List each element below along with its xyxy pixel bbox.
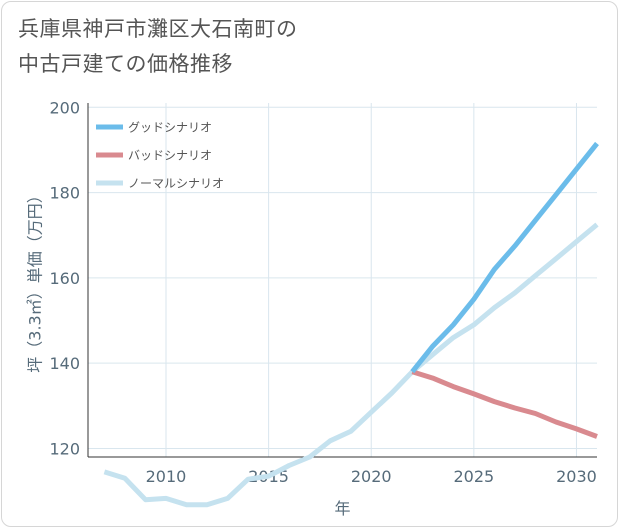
y-tick-label: 120 [49,439,80,458]
plot-area [103,141,599,508]
x-axis-title: 年 [334,499,350,518]
x-tick-label: 2020 [351,467,392,486]
y-tick-label: 160 [49,269,80,288]
chart-title: 兵庫県神戸市灘区大石南町の 中古戸建ての価格推移 [18,12,608,82]
legend-label-0: グッドシナリオ [128,121,212,135]
x-tick-label: 2030 [556,467,597,486]
y-tick-label: 140 [49,354,80,373]
series-line-1 [411,369,598,439]
grid-lines [88,103,597,457]
series-line-0 [410,141,599,374]
legend-label-1: バッドシナリオ [128,149,212,163]
chart-title-line1: 兵庫県神戸市灘区大石南町の [18,17,298,41]
x-tick-label: 2025 [453,467,494,486]
y-axis-title: 坪（3.3㎡）単価（万円） [26,187,45,372]
x-tick-label: 2010 [146,467,187,486]
series-line-2 [103,222,599,508]
y-tick-label: 180 [49,184,80,203]
y-tick-label: 200 [49,98,80,117]
axes [87,103,597,458]
legend-label-2: ノーマルシナリオ [128,177,224,191]
chart-title-line2: 中古戸建ての価格推移 [18,52,233,76]
